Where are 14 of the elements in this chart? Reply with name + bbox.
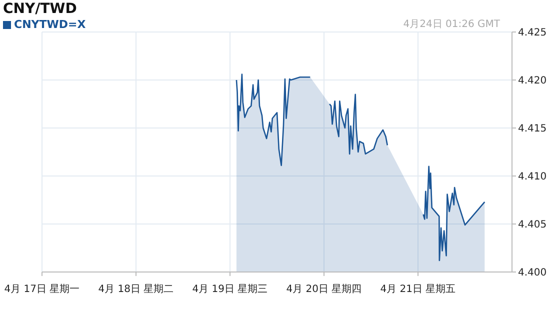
- x-tick-label: 4月 17日 星期一: [4, 283, 80, 295]
- y-tick-label: 4.420: [518, 76, 547, 87]
- x-tick-label: 4月 19日 星期三: [192, 283, 268, 295]
- legend-label: CNYTWD=X: [13, 18, 86, 31]
- y-tick-label: 4.400: [518, 268, 547, 279]
- y-tick-label: 4.405: [518, 220, 547, 231]
- text: 4月24日 01:26 GMT: [403, 18, 500, 31]
- y-tick-label: 4.425: [518, 28, 547, 39]
- y-tick-label: 4.410: [518, 172, 547, 183]
- x-tick-label: 4月 21日 星期五: [380, 283, 456, 295]
- chart-title: CNY/TWD: [3, 1, 77, 17]
- y-tick-label: 4.415: [518, 124, 547, 135]
- x-tick-label: 4月 20日 星期四: [286, 283, 362, 295]
- x-tick-label: 4月 18日 星期二: [98, 283, 174, 295]
